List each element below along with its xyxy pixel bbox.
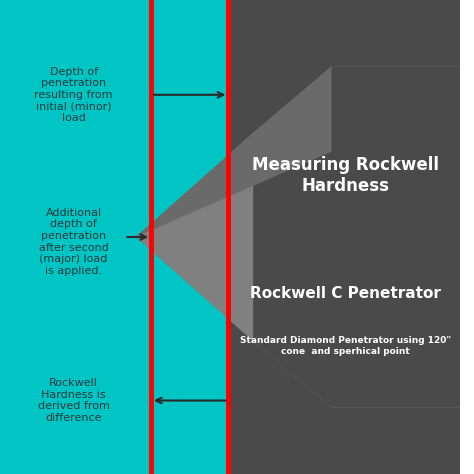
Polygon shape	[136, 66, 331, 237]
Polygon shape	[136, 66, 469, 408]
Polygon shape	[253, 66, 469, 408]
Text: Standard Diamond Penetrator using 120"
cone  and sperhical point: Standard Diamond Penetrator using 120" c…	[240, 337, 451, 356]
Text: Additional
depth of
penetration
after second
(major) load
is applied.: Additional depth of penetration after se…	[39, 208, 109, 276]
Text: Rockwell
Hardness is
derived from
difference: Rockwell Hardness is derived from differ…	[38, 378, 109, 423]
Text: Depth of
penetration
resulting from
initial (minor)
load: Depth of penetration resulting from init…	[35, 67, 113, 123]
FancyBboxPatch shape	[228, 0, 460, 474]
Text: Measuring Rockwell
Hardness: Measuring Rockwell Hardness	[252, 156, 439, 195]
FancyBboxPatch shape	[0, 0, 460, 474]
Text: Rockwell C Penetrator: Rockwell C Penetrator	[250, 286, 441, 301]
